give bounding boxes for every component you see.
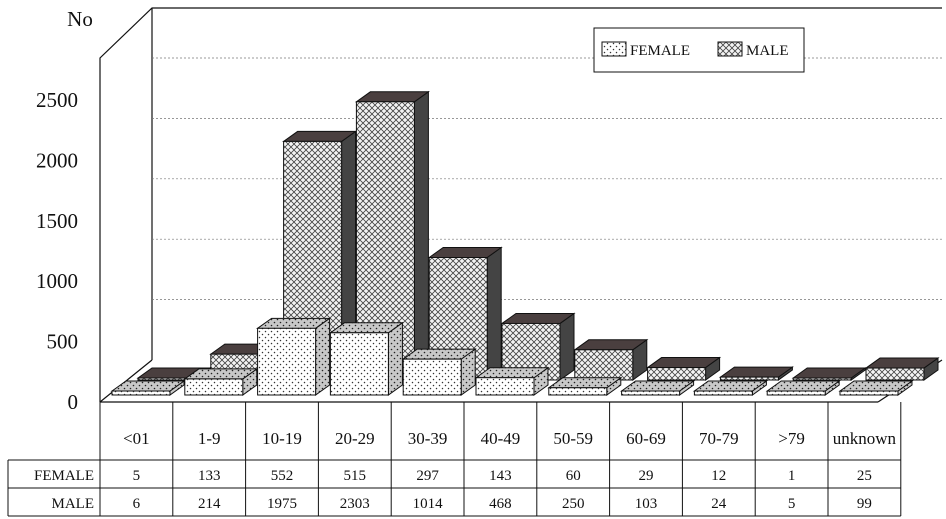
y-tick-label: 1500 — [36, 209, 78, 233]
bar-male — [864, 357, 940, 381]
y-tick-label: 2000 — [36, 148, 78, 172]
bar-male — [573, 338, 649, 381]
table-cell: 143 — [489, 468, 512, 484]
bar-female — [474, 366, 550, 396]
bar-female — [692, 380, 768, 396]
table-cell: 5 — [788, 496, 796, 512]
x-tick-label: 40-49 — [481, 429, 521, 448]
table-row-label: MALE — [52, 496, 95, 512]
legend-swatch-female — [601, 41, 627, 57]
table-cell: 6 — [133, 496, 141, 512]
bar-male — [791, 367, 867, 381]
table-cell: 60 — [566, 468, 581, 484]
gridlines — [152, 57, 942, 300]
x-tick-label: 70-79 — [699, 429, 739, 448]
bar-male — [646, 356, 722, 381]
y-tick-label: 1000 — [36, 269, 78, 293]
legend-label-male: MALE — [746, 43, 789, 59]
bar-female — [183, 367, 259, 396]
table-cell: 12 — [711, 468, 726, 484]
y-tick-label: 500 — [47, 330, 79, 354]
bar-female — [838, 380, 914, 396]
x-tick-label: 20-29 — [335, 429, 375, 448]
y-tick-label: 2500 — [36, 88, 78, 112]
bar-female — [110, 380, 186, 396]
legend-label-female: FEMALE — [630, 43, 690, 59]
table-cell: 552 — [271, 468, 294, 484]
x-tick-label: 1-9 — [198, 429, 221, 448]
table-cell: 24 — [711, 496, 727, 512]
x-tick-label: 30-39 — [408, 429, 448, 448]
bar-female — [328, 321, 404, 396]
table-cell: 297 — [416, 468, 439, 484]
table-cell: 250 — [562, 496, 585, 512]
legend: FEMALE MALE — [593, 27, 805, 73]
table-cell: 468 — [489, 496, 512, 512]
data-table: <01 1-9 10-19 20-29 30-39 40-49 50-59 60-69 70-7… — [7, 402, 902, 517]
bar-female — [401, 348, 477, 396]
x-tick-label: 10-19 — [262, 429, 302, 448]
table-cell: 25 — [857, 468, 872, 484]
bar-female — [765, 380, 841, 396]
x-tick-label: unknown — [833, 429, 897, 448]
table-cell: 2303 — [340, 496, 370, 512]
bar-female — [256, 317, 332, 396]
table-cell: 99 — [857, 496, 872, 512]
y-tick-label: 0 — [68, 390, 79, 414]
table-cell: 1975 — [267, 496, 297, 512]
x-tick-label: <01 — [123, 429, 150, 448]
table-cell: 515 — [344, 468, 367, 484]
table-cell: 1 — [788, 468, 796, 484]
table-cell: 103 — [635, 496, 658, 512]
legend-box — [593, 27, 805, 73]
y-axis-label: No — [67, 7, 93, 31]
x-tick-label: 50-59 — [553, 429, 593, 448]
y-axis: 0 500 1000 1500 2000 2500 — [36, 88, 78, 414]
x-tick-label: 60-69 — [626, 429, 666, 448]
table-row-label: FEMALE — [34, 468, 94, 484]
table-cell: 5 — [133, 468, 141, 484]
legend-swatch-male — [717, 41, 743, 57]
table-cell: 29 — [639, 468, 654, 484]
table-cell: 214 — [198, 496, 221, 512]
bar-female — [547, 376, 623, 396]
table-cell: 133 — [198, 468, 221, 484]
table-cell: 1014 — [413, 496, 444, 512]
bars — [110, 90, 940, 396]
bar-female — [620, 380, 696, 396]
bar-male — [718, 366, 794, 381]
x-tick-label: >79 — [778, 429, 805, 448]
